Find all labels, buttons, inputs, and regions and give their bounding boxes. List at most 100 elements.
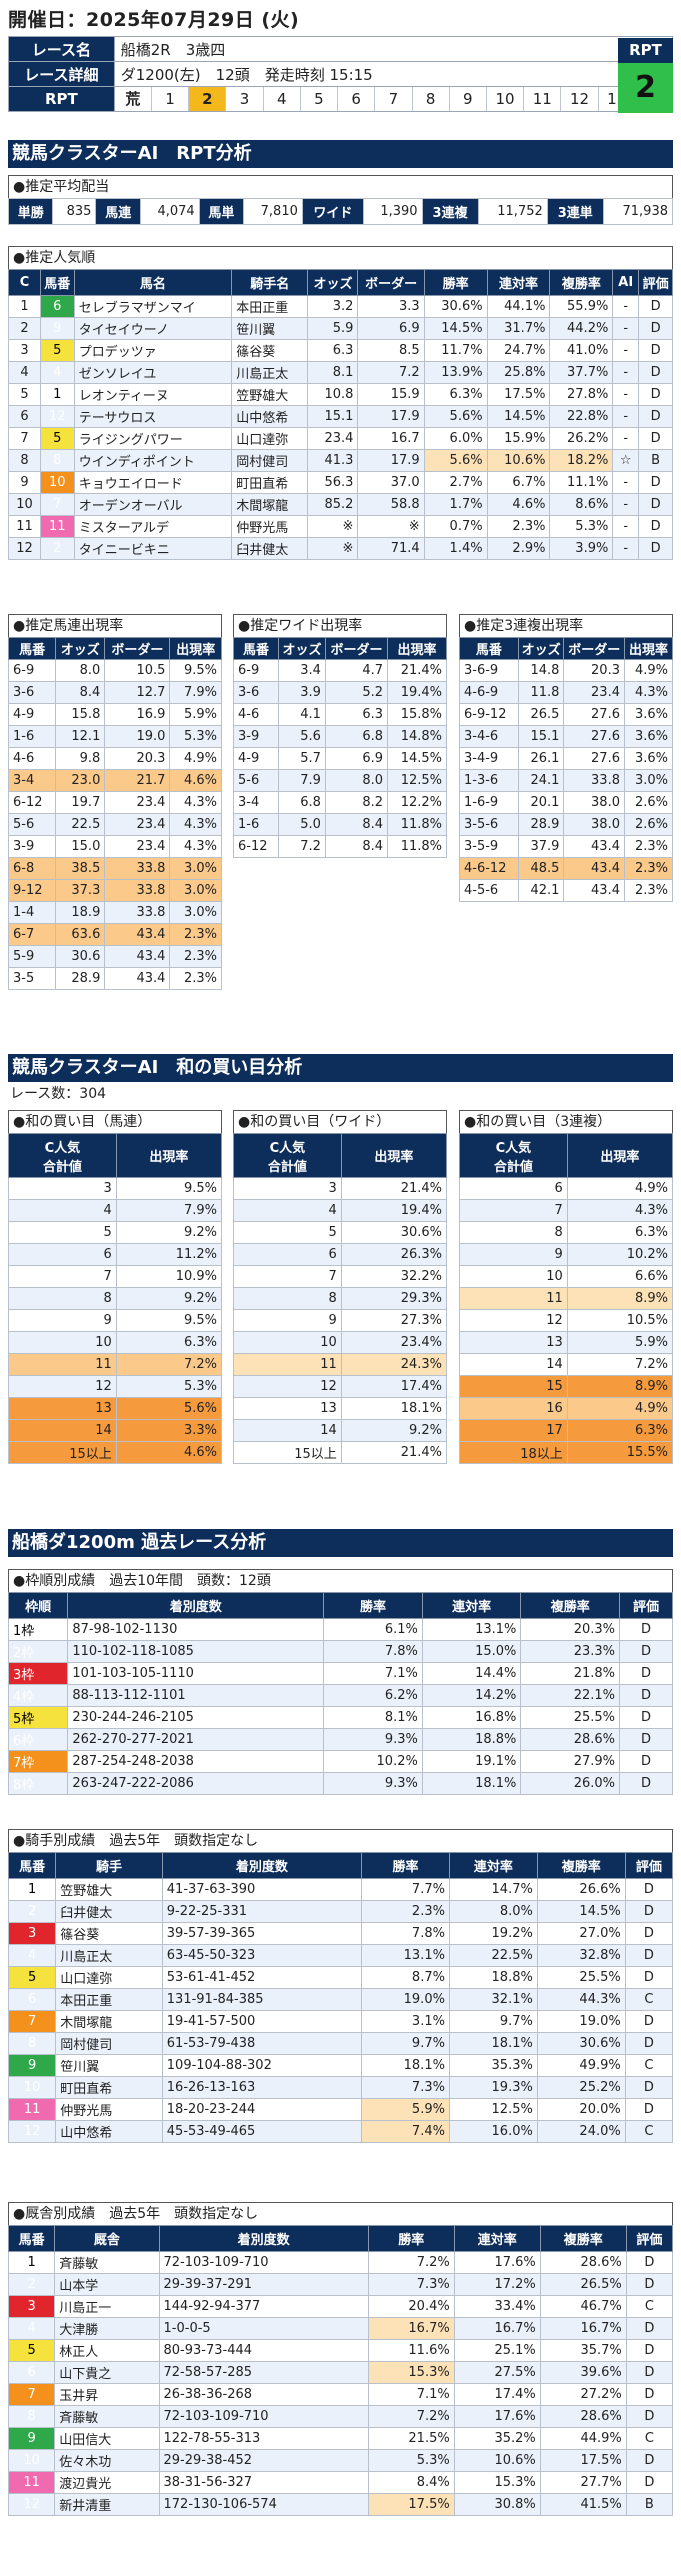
table-row: 14 3.3% [8, 1419, 223, 1442]
col-header: 複勝率 [549, 269, 614, 296]
cell: D [624, 2032, 674, 2055]
cell: 4.6% [115, 1441, 223, 1464]
cell: 18.2% [549, 449, 614, 472]
cell: 20.3% [520, 1618, 620, 1641]
table-row: 5 林正人 80-93-73-444 11.6% 25.1% 35.7% D [7, 2339, 674, 2362]
cell: 笠野雄大 [231, 383, 309, 406]
cell: 3-4 [7, 769, 57, 792]
cell: 4.7 [324, 659, 389, 682]
cell: 12.1 [55, 725, 106, 748]
cell: D [625, 2273, 674, 2296]
cell: 6-9 [232, 659, 280, 682]
pay-value: 1,390 [362, 198, 423, 225]
cell: 16.7% [453, 2317, 541, 2340]
cell: 29-29-38-452 [158, 2449, 369, 2472]
cell: 35.7% [539, 2339, 627, 2362]
cell: 109-104-88-302 [161, 2054, 363, 2077]
cell: 3.9 [278, 681, 326, 704]
table-row: 3 5 プロデッツァ 篠谷葵 6.3 8.5 11.7% 24.7% 41.0% - D [8, 339, 673, 362]
cell: 篠谷葵 [55, 1922, 163, 1945]
cell: 21.7 [104, 769, 171, 792]
cell: 8.2 [324, 791, 389, 814]
horse-number: 4 [7, 1944, 57, 1967]
cell: 46.7% [539, 2295, 627, 2318]
cell: 8.0 [324, 769, 389, 792]
cell: 5.2 [324, 681, 389, 704]
table-row: 15以上 4.6% [8, 1441, 223, 1464]
cell: 11 [459, 1287, 568, 1310]
cell: 28.6% [520, 1728, 620, 1751]
table-row: 3枠 101-103-105-1110 7.1% 14.4% 21.8% D [7, 1662, 673, 1685]
cell: 38.5 [55, 857, 106, 880]
cell: 大津勝 [54, 2317, 160, 2340]
table-row: 10 町田直希 16-26-13-163 7.3% 19.3% 25.2% D [7, 2076, 674, 2099]
cell: 3.0% [169, 901, 222, 924]
cell: 17.9 [357, 405, 425, 428]
cell: 9 [459, 1243, 568, 1266]
cell: 49.9% [536, 2054, 626, 2077]
table-row: 13 5.9% [459, 1331, 674, 1354]
pay-label: 3連複 [421, 198, 479, 225]
trainer-table: 馬番 厩舎 着別度数 勝率 連対率 複勝率 評価 1 斉藤敏 72-103-109-710 7.2%… [7, 2225, 674, 2516]
cell: 30.6% [340, 1221, 448, 1244]
col-header: 馬番 [7, 2225, 56, 2252]
cell: 10.6% [453, 2449, 541, 2472]
col-header: 着別度数 [161, 1852, 363, 1879]
cell: 88-113-112-1101 [67, 1684, 325, 1707]
cell: 17 [459, 1419, 568, 1442]
cell: 1.7% [423, 493, 488, 516]
table-row: 15以上 21.4% [233, 1441, 448, 1464]
cell: 1.4% [423, 537, 488, 560]
cell: 2 [8, 317, 41, 340]
cell: 6.1% [323, 1618, 423, 1641]
header-row: C人気 合計値 出現率 [233, 1133, 448, 1178]
waku-label: 1枠 [7, 1618, 69, 1641]
cell: 3-9 [232, 725, 280, 748]
rpt-num: 3 [226, 87, 264, 111]
cell: 3.1% [361, 2010, 450, 2033]
cell: 6.3% [566, 1221, 674, 1244]
cell: 20.4% [367, 2295, 455, 2318]
cell: 48.5 [517, 857, 565, 880]
cell: 33.4% [453, 2295, 541, 2318]
cell: 44.2% [549, 317, 614, 340]
cell: 16.0% [448, 2120, 538, 2143]
waku-label: 3枠 [7, 1662, 69, 1685]
cell: 8.4 [324, 835, 389, 858]
cell: 122-78-55-313 [158, 2427, 369, 2450]
cell: 5.7 [278, 747, 326, 770]
cell: 14.7% [448, 1878, 538, 1901]
cell: 23.4% [340, 1331, 448, 1354]
cell: 9 [233, 1309, 342, 1332]
table-row: 8枠 263-247-222-2086 9.3% 18.1% 26.0% D [7, 1772, 673, 1795]
cell: 22.5 [55, 813, 106, 836]
cell: 8.4 [55, 681, 106, 704]
cell: 26.3% [340, 1243, 448, 1266]
table-row: 1-3-6 24.1 33.8 3.0% [459, 769, 674, 792]
cell: 2.3% [169, 945, 222, 968]
cell: 仲野光馬 [231, 515, 309, 538]
table-row: 13 5.6% [8, 1397, 223, 1420]
col-header: オッズ [517, 637, 565, 660]
table-row: 1-6 12.1 19.0 5.3% [7, 725, 222, 748]
table-row: 6枠 262-270-277-2021 9.3% 18.8% 28.6% D [7, 1728, 673, 1751]
cell: - [612, 515, 640, 538]
rpt-num: 12 [561, 87, 599, 111]
cell: 19.7 [55, 791, 106, 814]
cell: 6.8 [324, 725, 389, 748]
cell: 19.4% [340, 1199, 448, 1222]
cell: 5-6 [232, 769, 280, 792]
cell: 4-6-12 [459, 857, 519, 880]
cell: 11.8% [387, 813, 447, 836]
cell: 3.0% [169, 879, 222, 902]
cell: D [624, 2010, 674, 2033]
cell: D [624, 1922, 674, 1945]
jockey-table: 馬番 騎手 着別度数 勝率 連対率 複勝率 評価 1 笠野雄大 41-37-63-390 7.7% 1… [7, 1852, 674, 2143]
horse-number: 6 [39, 295, 75, 318]
col-header: 連対率 [421, 1592, 522, 1619]
col-header: C人気 合計値 [459, 1133, 568, 1178]
col-header: オッズ [278, 637, 326, 660]
col-header: ボーダー [563, 637, 625, 660]
cell: 32.2% [340, 1265, 448, 1288]
cell: 7 [8, 427, 41, 450]
